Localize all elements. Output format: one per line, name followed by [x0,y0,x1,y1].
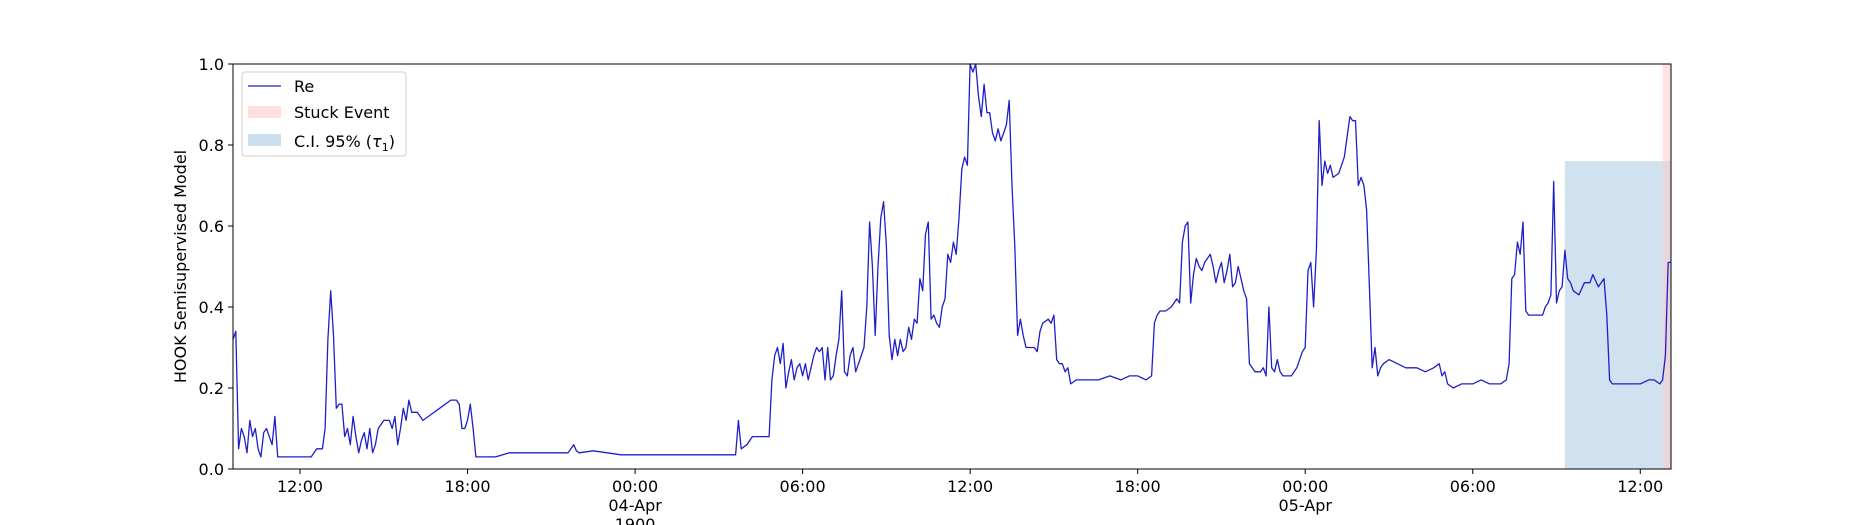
x-tick-label: 06:00 [780,477,826,496]
y-tick-label: 0.6 [199,217,224,236]
x-tick-label: 00:00 [1282,477,1328,496]
y-tick-label: 0.4 [199,298,224,317]
x-tick-label: 1900 [615,515,656,525]
y-axis-label: HOOK Semisupervised Model [171,150,190,383]
legend-swatch-stuck-event [248,106,281,118]
x-tick-label: 12:00 [1617,477,1663,496]
y-tick-label: 0.0 [199,460,224,479]
legend-label-ci: C.I. 95% (τ1) [294,132,395,154]
chart-series [232,63,1671,458]
x-tick-label: 06:00 [1450,477,1496,496]
chart-bands [1564,64,1671,469]
y-axis-ticks: 0.0 0.2 0.4 0.6 0.8 1.0 [199,55,233,479]
x-tick-label: 12:00 [947,477,993,496]
series-line-re [232,63,1671,458]
legend: Re Stuck Event C.I. 95% (τ1) [241,71,407,157]
y-tick-label: 0.8 [199,136,224,155]
x-tick-label: 12:00 [277,477,323,496]
x-tick-label: 04-Apr [608,496,662,515]
band-ci-95 [1564,161,1671,469]
legend-label-re: Re [294,77,314,96]
legend-frame [241,71,407,157]
x-tick-label: 00:00 [612,477,658,496]
y-tick-label: 1.0 [199,55,224,74]
y-tick-label: 0.2 [199,379,224,398]
band-stuck-event [1662,64,1671,469]
x-tick-label: 18:00 [444,477,490,496]
legend-swatch-ci [248,134,281,146]
x-tick-label: 18:00 [1115,477,1161,496]
plot-frame [232,63,1672,470]
legend-label-stuck-event: Stuck Event [294,103,390,122]
x-tick-label: 05-Apr [1278,496,1332,515]
